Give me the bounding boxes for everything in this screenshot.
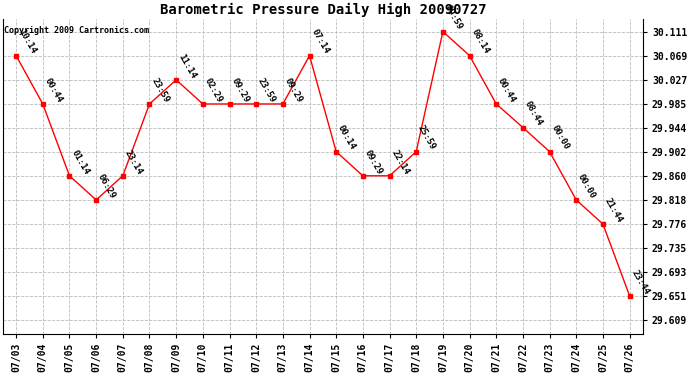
Text: 00:44: 00:44 [496,76,518,104]
Text: Copyright 2009 Cartronics.com: Copyright 2009 Cartronics.com [4,26,149,35]
Text: 02:29: 02:29 [203,76,224,104]
Text: 25:59: 25:59 [416,124,437,152]
Text: 06:29: 06:29 [96,172,117,200]
Text: 23:59: 23:59 [256,76,277,104]
Text: 00:14: 00:14 [336,124,357,152]
Text: 10:14: 10:14 [16,28,37,56]
Text: 00:00: 00:00 [576,172,598,200]
Text: 09:29: 09:29 [230,76,250,104]
Title: Barometric Pressure Daily High 20090727: Barometric Pressure Daily High 20090727 [159,3,486,17]
Text: 09:29: 09:29 [283,76,304,104]
Text: 23:14: 23:14 [123,148,144,176]
Text: 00:00: 00:00 [550,124,571,152]
Text: 23:59: 23:59 [150,76,170,104]
Text: 07:14: 07:14 [310,28,331,56]
Text: 00:44: 00:44 [43,76,64,104]
Text: 22:14: 22:14 [390,148,411,176]
Text: 01:14: 01:14 [70,148,90,176]
Text: 08:14: 08:14 [470,28,491,56]
Text: 09:59: 09:59 [443,4,464,32]
Text: 23:44: 23:44 [629,268,651,296]
Text: 21:44: 21:44 [603,196,624,224]
Text: 11:14: 11:14 [176,52,197,80]
Text: 08:44: 08:44 [523,100,544,128]
Text: 09:29: 09:29 [363,148,384,176]
